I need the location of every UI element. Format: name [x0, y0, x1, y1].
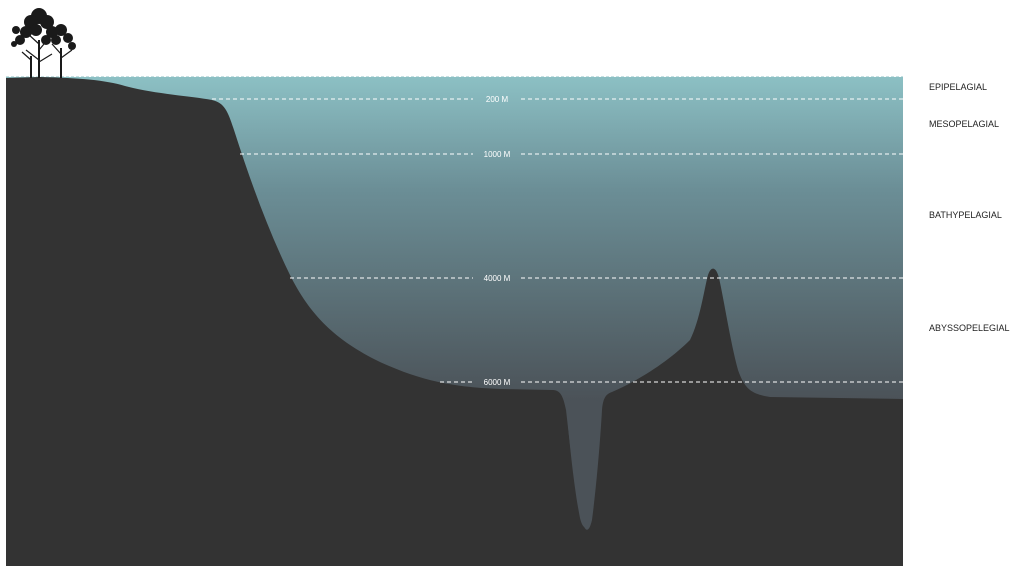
depth-label: 200 M	[486, 95, 509, 104]
depth-label: 1000 M	[484, 150, 511, 159]
zone-label-epipelagial: EPIPELAGIAL	[929, 82, 988, 92]
zone-label-bathypelagial: BATHYPELAGIAL	[929, 210, 1002, 220]
tree-icon	[11, 8, 76, 78]
zone-label-abyssopelegial: ABYSSOPELEGIAL	[929, 323, 1010, 333]
ocean-trench	[566, 399, 601, 528]
zone-label-mesopelagial: MESOPELAGIAL	[929, 119, 1000, 129]
depth-lines: 200 M 1000 M 4000 M 6000 M	[212, 95, 903, 387]
depth-label: 6000 M	[484, 378, 511, 387]
depth-label: 4000 M	[484, 274, 511, 283]
seafloor-landmass	[6, 77, 903, 566]
